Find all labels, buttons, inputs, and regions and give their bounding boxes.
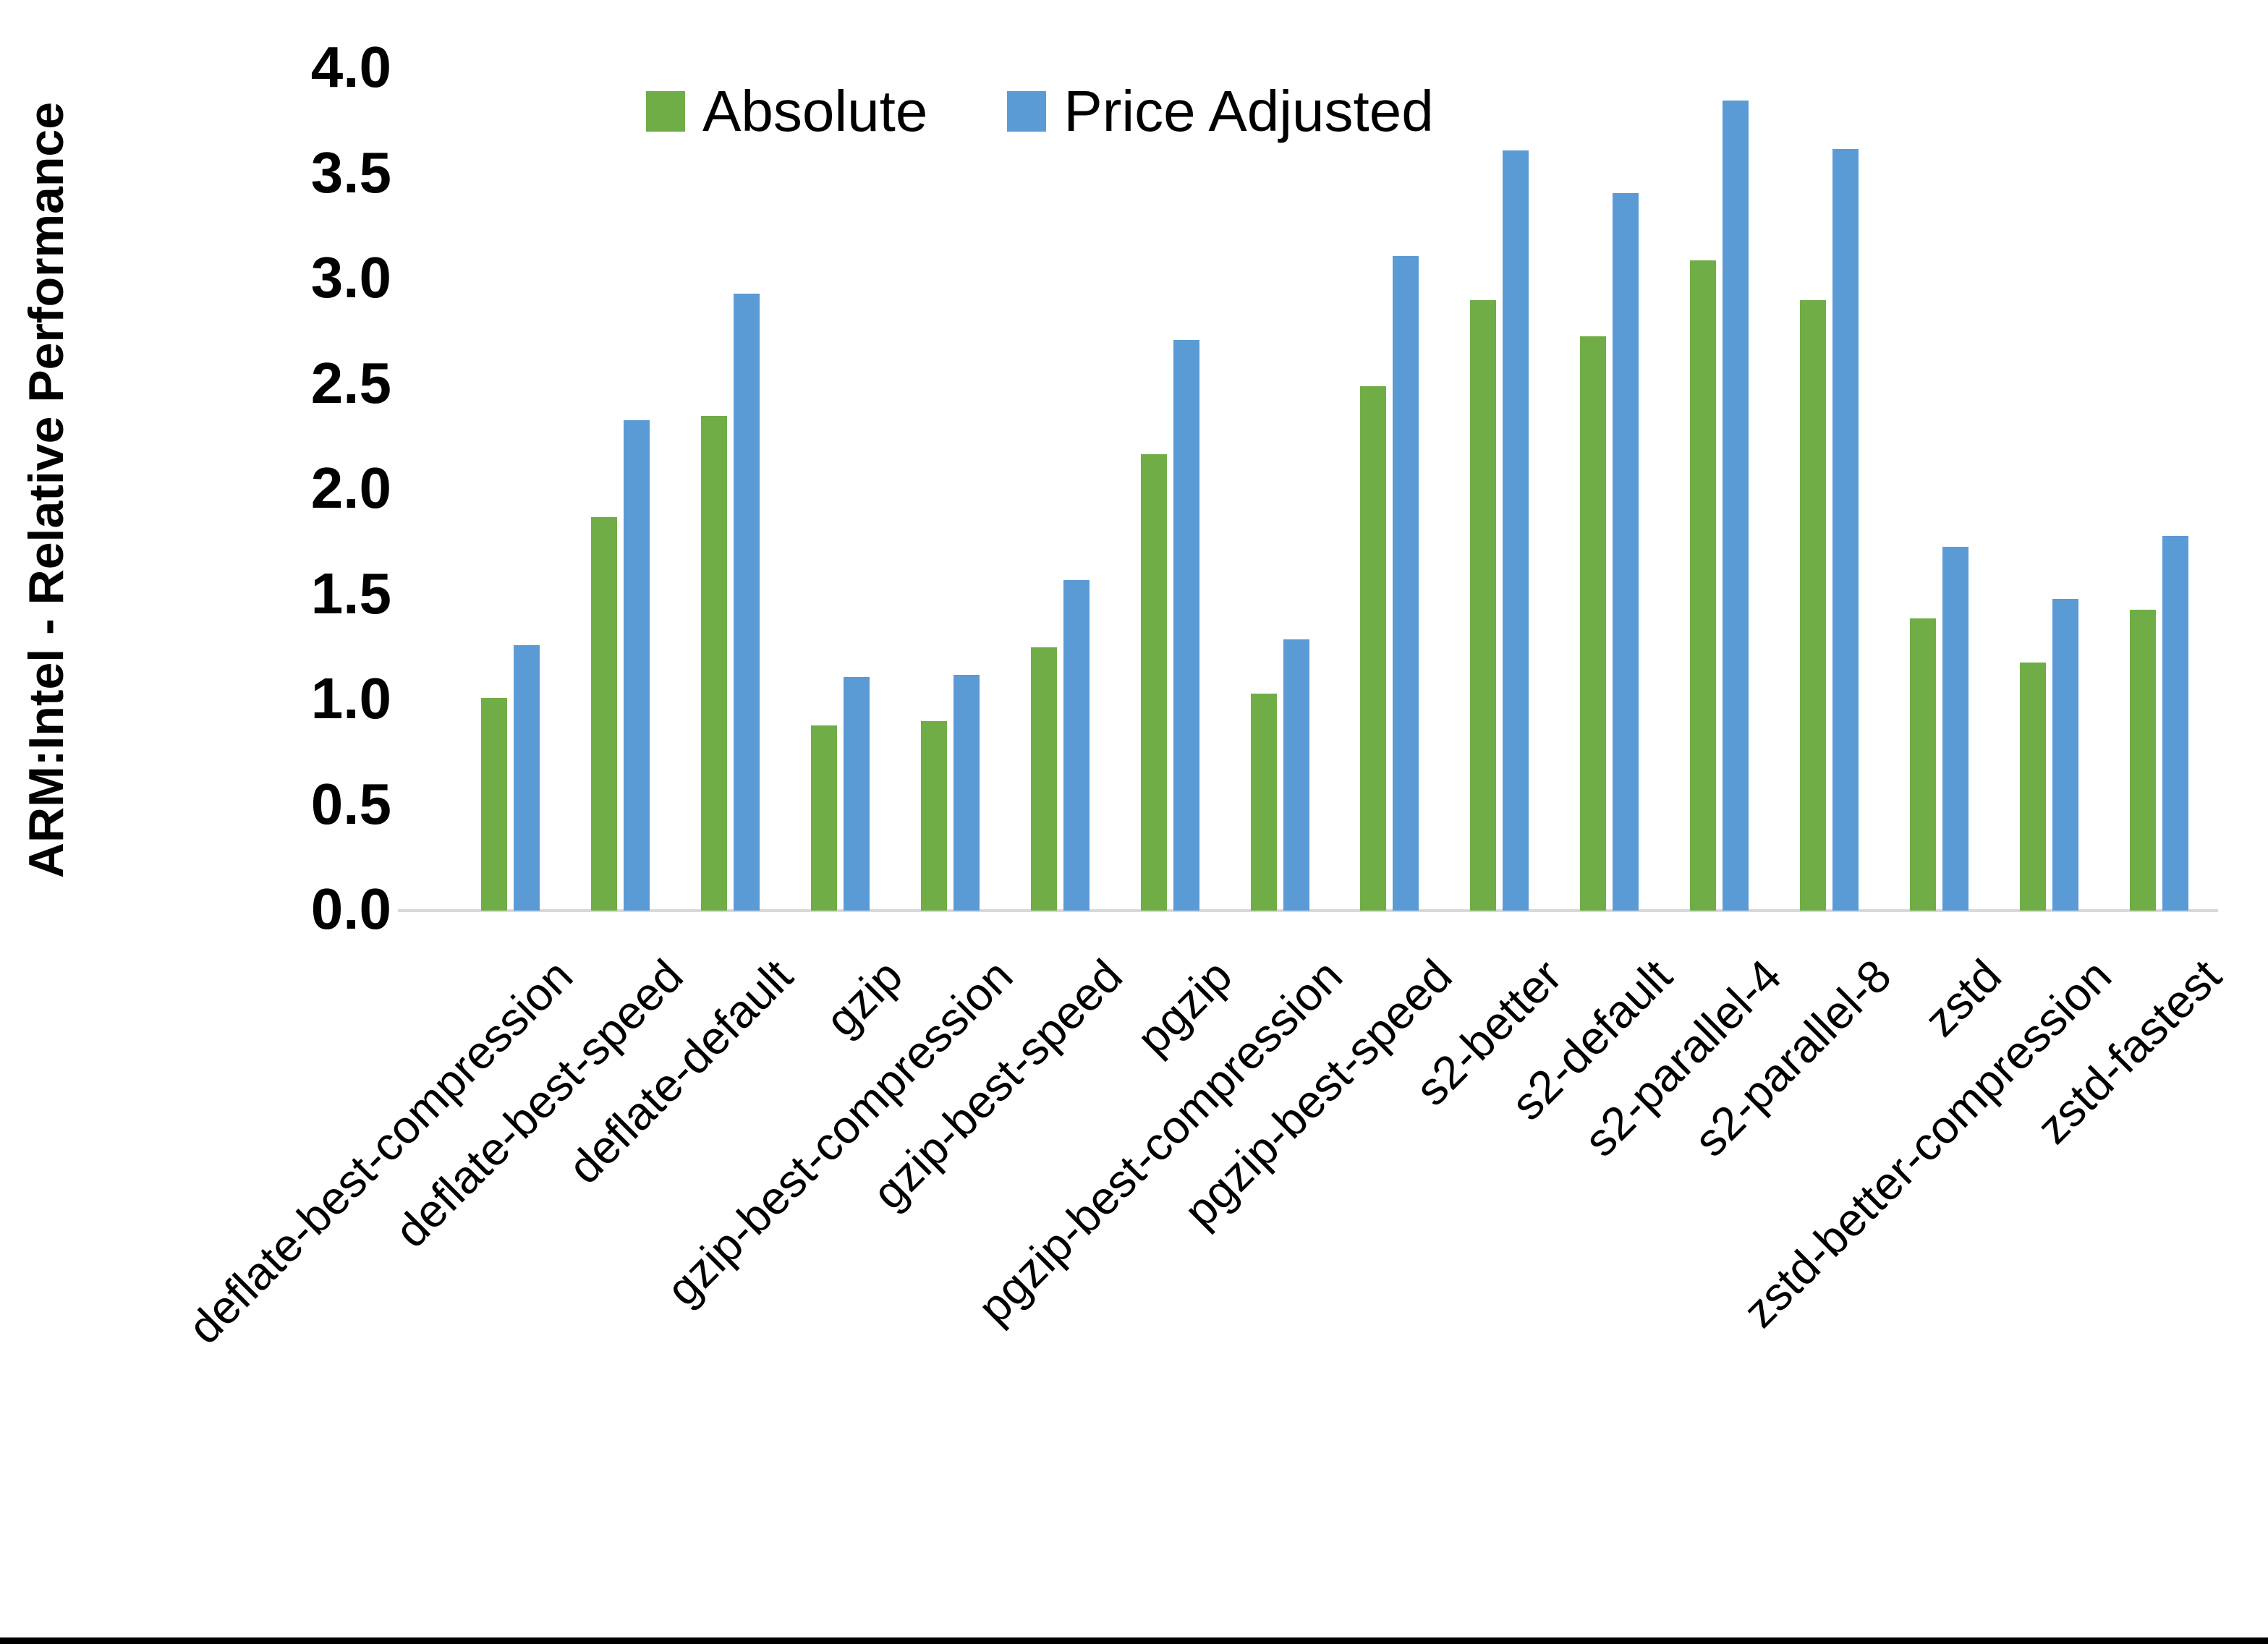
bar-price-adjusted-zstd-better-compression — [2052, 599, 2078, 911]
bar-absolute-gzip-best-speed — [1031, 647, 1057, 911]
legend-label-price-adjusted: Price Adjusted — [1063, 79, 1434, 143]
bar-absolute-deflate-best-compression — [481, 698, 507, 911]
bar-price-adjusted-pgzip-best-compression — [1283, 639, 1309, 911]
legend-swatch-price-adjusted — [1007, 91, 1047, 132]
x-tick-label-gzip: gzip — [815, 949, 913, 1047]
legend: Absolute Price Adjusted — [646, 78, 1434, 145]
bar-absolute-deflate-best-speed — [591, 517, 617, 911]
bar-absolute-s2-default — [1580, 336, 1606, 911]
bar-absolute-gzip-best-compression — [921, 721, 947, 911]
y-tick-label-1.5: 1.5 — [310, 561, 391, 626]
bar-absolute-pgzip-best-compression — [1251, 694, 1277, 911]
y-tick-label-1.0: 1.0 — [310, 666, 391, 731]
x-axis-line — [398, 909, 2218, 912]
y-tick-label-0.5: 0.5 — [310, 771, 391, 836]
bar-absolute-s2-parallel-4 — [1690, 260, 1716, 911]
bar-absolute-zstd-fastest — [2130, 610, 2156, 911]
bar-price-adjusted-deflate-best-speed — [624, 420, 650, 911]
bar-absolute-s2-parallel-8 — [1800, 300, 1826, 911]
bar-price-adjusted-gzip-best-speed — [1063, 580, 1090, 911]
bar-price-adjusted-zstd — [1942, 547, 1968, 911]
bar-price-adjusted-deflate-best-compression — [514, 645, 540, 911]
bar-price-adjusted-s2-default — [1613, 193, 1639, 911]
y-axis-title: ARM:Intel - Relative Performance — [19, 101, 74, 879]
bar-absolute-gzip — [811, 725, 837, 911]
bar-absolute-zstd-better-compression — [2020, 663, 2046, 911]
bar-price-adjusted-gzip-best-compression — [954, 675, 980, 911]
bar-absolute-pgzip — [1141, 454, 1167, 911]
legend-label-absolute: Absolute — [702, 79, 928, 143]
bar-price-adjusted-s2-parallel-8 — [1832, 149, 1859, 911]
bar-price-adjusted-s2-parallel-4 — [1723, 101, 1749, 911]
bar-absolute-deflate-default — [701, 416, 727, 911]
y-tick-label-3.5: 3.5 — [310, 140, 391, 205]
bar-absolute-s2-better — [1470, 300, 1496, 911]
bar-price-adjusted-gzip — [844, 677, 870, 911]
bottom-border — [0, 1637, 2268, 1644]
bar-absolute-zstd — [1910, 618, 1936, 911]
legend-item-absolute: Absolute — [646, 78, 927, 145]
bar-price-adjusted-s2-better — [1503, 150, 1529, 911]
bar-price-adjusted-pgzip — [1173, 340, 1199, 911]
y-tick-label-2.5: 2.5 — [310, 350, 391, 415]
bar-price-adjusted-deflate-default — [734, 294, 760, 911]
y-tick-label-4.0: 4.0 — [310, 35, 391, 99]
x-tick-label-zstd: zstd — [1914, 949, 2011, 1047]
bar-price-adjusted-zstd-fastest — [2162, 536, 2188, 911]
y-tick-label-0.0: 0.0 — [310, 877, 391, 941]
legend-item-price-adjusted: Price Adjusted — [1007, 78, 1434, 145]
y-tick-label-3.0: 3.0 — [310, 245, 391, 310]
y-tick-label-2.0: 2.0 — [310, 456, 391, 520]
bar-price-adjusted-pgzip-best-speed — [1393, 256, 1419, 911]
legend-swatch-absolute — [646, 91, 685, 132]
bar-absolute-pgzip-best-speed — [1360, 386, 1386, 911]
